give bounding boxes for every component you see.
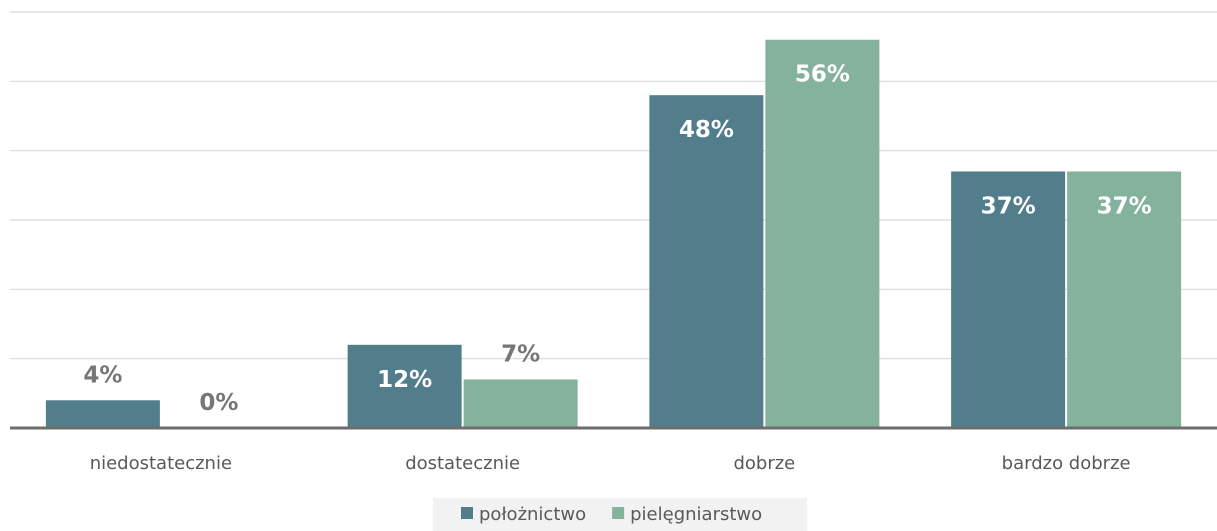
bar-poloznictwo-bardzo-dobrze [951, 171, 1066, 428]
bar-pielegniarstwo-bardzo-dobrze [1067, 171, 1182, 428]
legend-label-poloznictwo: położnictwo [479, 504, 586, 525]
legend-label-pielegniarstwo: pielęgniarstwo [630, 504, 762, 525]
category-label-bardzo-dobrze: bardzo dobrze [1002, 453, 1131, 474]
legend-swatch-poloznictwo [461, 507, 473, 519]
value-label-pielegniarstwo-niedostatecznie: 0% [199, 390, 238, 416]
category-labels: niedostatecznie dostatecznie dobrze bardzo … [90, 453, 1131, 474]
bar-pielegniarstwo-dobrze [765, 39, 880, 428]
bars [45, 39, 1182, 428]
category-label-niedostatecznie: niedostatecznie [90, 453, 232, 474]
category-label-dobrze: dobrze [733, 453, 795, 474]
value-labels: 4% 0% 12% 7% 48% 56% 37% 37% [83, 62, 1151, 416]
bar-pielegniarstwo-dostatecznie [463, 379, 578, 428]
value-label-poloznictwo-bardzo-dobrze: 37% [981, 193, 1036, 219]
legend: położnictwo pielęgniarstwo [433, 498, 807, 531]
category-label-dostatecznie: dostatecznie [405, 453, 520, 474]
value-label-poloznictwo-dostatecznie: 12% [377, 367, 432, 393]
legend-swatch-pielegniarstwo [612, 507, 625, 519]
value-label-poloznictwo-dobrze: 48% [679, 117, 734, 143]
bar-poloznictwo-dobrze [649, 95, 764, 428]
value-label-pielegniarstwo-dobrze: 56% [795, 62, 850, 88]
value-label-poloznictwo-niedostatecznie: 4% [83, 362, 122, 388]
bar-poloznictwo-dostatecznie [347, 344, 462, 428]
value-label-pielegniarstwo-dostatecznie: 7% [501, 341, 540, 367]
bar-poloznictwo-niedostatecznie [45, 400, 160, 428]
value-label-pielegniarstwo-bardzo-dobrze: 37% [1097, 193, 1152, 219]
